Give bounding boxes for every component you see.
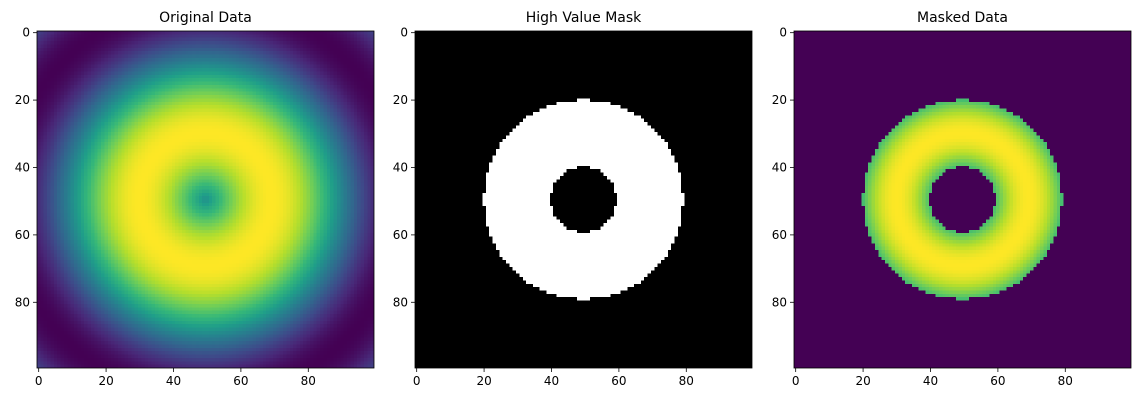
y-tick-label: 0 — [779, 26, 787, 40]
x-tick-label: 20 — [855, 374, 870, 388]
panel-original: Original Data 0 20 40 60 80 0 20 40 60 80 — [15, 10, 375, 388]
x-tick-label: 40 — [544, 374, 559, 388]
x-tick-label: 0 — [413, 374, 421, 388]
y-tick-label: 80 — [772, 295, 787, 309]
x-tick-label: 60 — [990, 374, 1005, 388]
axes-frame — [414, 30, 753, 369]
x-tick-label: 60 — [233, 374, 248, 388]
x-tick-label: 80 — [301, 374, 316, 388]
axes-frame — [793, 30, 1132, 369]
heatmap-image-masked — [794, 31, 1131, 368]
y-tick-label: 0 — [400, 26, 408, 40]
x-tick-label: 40 — [923, 374, 938, 388]
heatmap-image-original — [37, 31, 374, 368]
panel-masked: Masked Data 0 20 40 60 80 0 20 40 60 80 — [772, 10, 1132, 388]
y-tick-label: 20 — [772, 93, 787, 107]
x-tick-label: 80 — [679, 374, 694, 388]
y-tick-label: 60 — [772, 228, 787, 242]
x-tick-label: 20 — [476, 374, 491, 388]
x-tick-label: 60 — [611, 374, 626, 388]
x-tick-label: 0 — [35, 374, 43, 388]
x-tick-label: 0 — [792, 374, 800, 388]
y-tick-label: 60 — [15, 228, 30, 242]
y-tick-label: 20 — [15, 93, 30, 107]
y-tick-label: 40 — [393, 160, 408, 174]
y-tick-label: 80 — [393, 295, 408, 309]
y-tick-label: 60 — [393, 228, 408, 242]
axes-frame — [36, 30, 375, 369]
y-tick-label: 40 — [772, 160, 787, 174]
panel-mask: High Value Mask 0 20 40 60 80 0 20 40 60 80 — [393, 10, 753, 388]
y-tick-label: 20 — [393, 93, 408, 107]
panel-title: High Value Mask — [526, 10, 642, 26]
y-tick-label: 0 — [22, 26, 30, 40]
x-tick-label: 40 — [166, 374, 181, 388]
panel-title: Masked Data — [917, 10, 1008, 26]
y-tick-label: 40 — [15, 160, 30, 174]
heatmap-image-mask — [415, 31, 752, 368]
x-tick-label: 80 — [1058, 374, 1073, 388]
x-tick-label: 20 — [98, 374, 113, 388]
y-tick-label: 80 — [15, 295, 30, 309]
panel-title: Original Data — [159, 10, 252, 26]
